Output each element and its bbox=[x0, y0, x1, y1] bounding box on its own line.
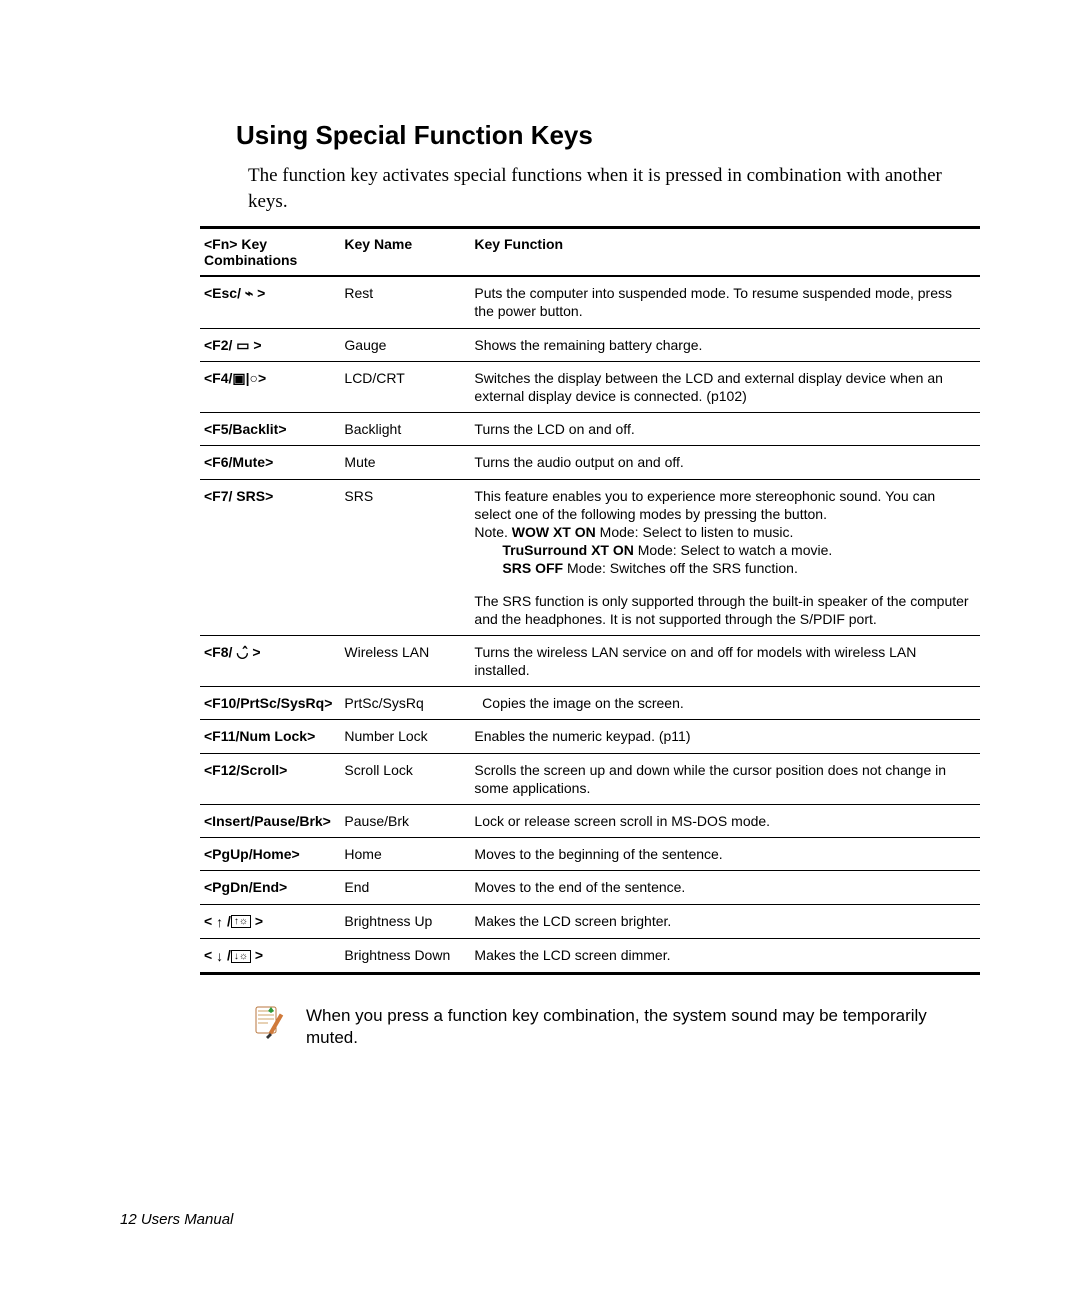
cell-combo: <F12/Scroll> bbox=[200, 753, 340, 804]
cell-name: Backlight bbox=[340, 413, 470, 446]
table-row: <F7/ SRS>SRSThis feature enables you to … bbox=[200, 479, 980, 635]
cell-func: Enables the numeric keypad. (p11) bbox=[470, 720, 980, 753]
cell-name: PrtSc/SysRq bbox=[340, 687, 470, 720]
cell-combo: < ↓ /↓☼ > bbox=[200, 938, 340, 973]
cell-func: Turns the wireless LAN service on and of… bbox=[470, 635, 980, 686]
table-row: <F6/Mute>MuteTurns the audio output on a… bbox=[200, 446, 980, 479]
cell-combo: <Esc/ ⌁ > bbox=[200, 276, 340, 328]
cell-name: End bbox=[340, 871, 470, 904]
header-func: Key Function bbox=[470, 228, 980, 277]
note-block: When you press a function key combinatio… bbox=[248, 1003, 980, 1051]
section-title: Using Special Function Keys bbox=[236, 120, 980, 151]
cell-name: Scroll Lock bbox=[340, 753, 470, 804]
cell-func: This feature enables you to experience m… bbox=[470, 479, 980, 635]
note-text: When you press a function key combinatio… bbox=[306, 1003, 980, 1051]
table-row: < ↓ /↓☼ >Brightness DownMakes the LCD sc… bbox=[200, 938, 980, 973]
table-row: <F8/ ◡̂ >Wireless LANTurns the wireless … bbox=[200, 635, 980, 686]
cell-name: Brightness Down bbox=[340, 938, 470, 973]
cell-func: Shows the remaining battery charge. bbox=[470, 328, 980, 361]
table-row: <F4/▣|○>LCD/CRTSwitches the display betw… bbox=[200, 361, 980, 412]
intro-paragraph: The function key activates special funct… bbox=[248, 163, 980, 214]
cell-func: Makes the LCD screen brighter. bbox=[470, 904, 980, 938]
cell-func: Turns the LCD on and off. bbox=[470, 413, 980, 446]
cell-combo: <F10/PrtSc/SysRq> bbox=[200, 687, 340, 720]
cell-combo: < ↑ /↑☼ > bbox=[200, 904, 340, 938]
header-combo: <Fn> Key Combinations bbox=[200, 228, 340, 277]
table-row: <F10/PrtSc/SysRq>PrtSc/SysRq Copies the … bbox=[200, 687, 980, 720]
table-row: <Esc/ ⌁ >RestPuts the computer into susp… bbox=[200, 276, 980, 328]
cell-func: Moves to the end of the sentence. bbox=[470, 871, 980, 904]
cell-func: Switches the display between the LCD and… bbox=[470, 361, 980, 412]
cell-combo: <F7/ SRS> bbox=[200, 479, 340, 635]
cell-combo: <F8/ ◡̂ > bbox=[200, 635, 340, 686]
cell-combo: <F6/Mute> bbox=[200, 446, 340, 479]
table-row: <PgDn/End>EndMoves to the end of the sen… bbox=[200, 871, 980, 904]
function-keys-table: <Fn> Key Combinations Key Name Key Funct… bbox=[200, 226, 980, 975]
cell-name: Pause/Brk bbox=[340, 805, 470, 838]
cell-name: Home bbox=[340, 838, 470, 871]
cell-combo: <F4/▣|○> bbox=[200, 361, 340, 412]
page: Using Special Function Keys The function… bbox=[0, 0, 1080, 1268]
header-name: Key Name bbox=[340, 228, 470, 277]
cell-name: Gauge bbox=[340, 328, 470, 361]
table-row: <F11/Num Lock>Number LockEnables the num… bbox=[200, 720, 980, 753]
table-header-row: <Fn> Key Combinations Key Name Key Funct… bbox=[200, 228, 980, 277]
cell-name: Brightness Up bbox=[340, 904, 470, 938]
cell-func: Scrolls the screen up and down while the… bbox=[470, 753, 980, 804]
table-body: <Esc/ ⌁ >RestPuts the computer into susp… bbox=[200, 276, 980, 974]
cell-combo: <F2/ ▭ > bbox=[200, 328, 340, 361]
cell-name: SRS bbox=[340, 479, 470, 635]
page-footer: 12 Users Manual bbox=[120, 1211, 980, 1228]
table-row: <F2/ ▭ >GaugeShows the remaining battery… bbox=[200, 328, 980, 361]
cell-func: Puts the computer into suspended mode. T… bbox=[470, 276, 980, 328]
cell-combo: <F5/Backlit> bbox=[200, 413, 340, 446]
cell-func: Lock or release screen scroll in MS-DOS … bbox=[470, 805, 980, 838]
cell-func: Moves to the beginning of the sentence. bbox=[470, 838, 980, 871]
cell-func: Makes the LCD screen dimmer. bbox=[470, 938, 980, 973]
cell-combo: <F11/Num Lock> bbox=[200, 720, 340, 753]
cell-name: Wireless LAN bbox=[340, 635, 470, 686]
cell-func: Copies the image on the screen. bbox=[470, 687, 980, 720]
cell-func: Turns the audio output on and off. bbox=[470, 446, 980, 479]
table-row: <F12/Scroll>Scroll LockScrolls the scree… bbox=[200, 753, 980, 804]
cell-name: Rest bbox=[340, 276, 470, 328]
table-row: <F5/Backlit>BacklightTurns the LCD on an… bbox=[200, 413, 980, 446]
cell-name: Mute bbox=[340, 446, 470, 479]
cell-name: LCD/CRT bbox=[340, 361, 470, 412]
cell-name: Number Lock bbox=[340, 720, 470, 753]
table-row: <Insert/Pause/Brk>Pause/BrkLock or relea… bbox=[200, 805, 980, 838]
table-row: < ↑ /↑☼ >Brightness UpMakes the LCD scre… bbox=[200, 904, 980, 938]
table-row: <PgUp/Home>HomeMoves to the beginning of… bbox=[200, 838, 980, 871]
cell-combo: <PgDn/End> bbox=[200, 871, 340, 904]
note-icon bbox=[248, 1003, 292, 1051]
cell-combo: <PgUp/Home> bbox=[200, 838, 340, 871]
cell-combo: <Insert/Pause/Brk> bbox=[200, 805, 340, 838]
